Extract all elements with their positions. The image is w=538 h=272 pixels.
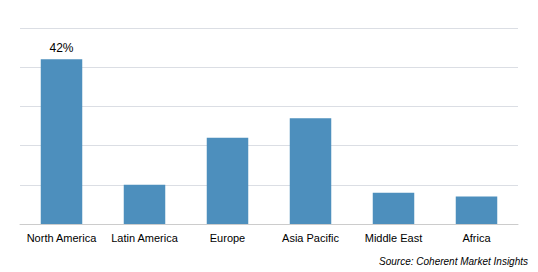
svg-text:Source: Coherent Market Insigh: Source: Coherent Market Insights: [379, 256, 528, 267]
svg-text:Europe: Europe: [210, 232, 245, 244]
svg-text:42%: 42%: [49, 41, 73, 55]
svg-text:Latin America: Latin America: [111, 232, 179, 244]
svg-text:Asia Pacific: Asia Pacific: [282, 232, 339, 244]
svg-text:Middle East: Middle East: [365, 232, 422, 244]
svg-text:North America: North America: [27, 232, 98, 244]
svg-text:Africa: Africa: [462, 232, 491, 244]
